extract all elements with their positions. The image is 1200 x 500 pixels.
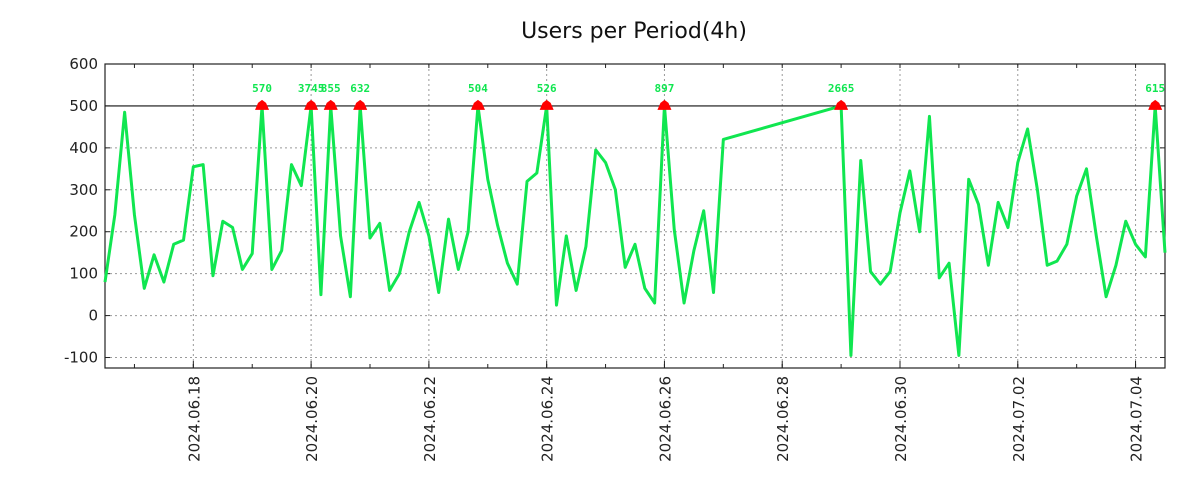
y-tick-label: 0: [88, 307, 98, 325]
y-tick-label: 300: [69, 181, 98, 199]
y-tick-label: 100: [69, 265, 98, 283]
peak-value-label: 855: [321, 82, 341, 95]
threshold-exceeded-marker: [323, 99, 338, 110]
y-tick-label: 400: [69, 139, 98, 157]
x-tick-label: 2024.06.22: [421, 376, 439, 462]
threshold-exceeded-marker: [539, 99, 554, 110]
peak-value-label: 615: [1145, 82, 1165, 95]
peak-value-label: 526: [537, 82, 557, 95]
x-tick-label: 2024.06.18: [185, 376, 203, 462]
threshold-exceeded-marker: [657, 99, 672, 110]
threshold-exceeded-marker: [470, 99, 485, 110]
x-tick-label: 2024.06.30: [892, 376, 910, 462]
threshold-exceeded-marker: [834, 99, 849, 110]
threshold-exceeded-marker: [255, 99, 270, 110]
y-tick-label: -100: [64, 349, 98, 367]
threshold-exceeded-marker: [304, 99, 319, 110]
peak-value-label: 897: [655, 82, 675, 95]
x-tick-label: 2024.06.26: [656, 376, 674, 462]
peak-value-label: 632: [350, 82, 370, 95]
threshold-exceeded-marker: [353, 99, 368, 110]
axes: -100 0 100 200 300 400 500 600 2024.06.18 2024.06…: [64, 55, 1166, 462]
x-tick-label: 2024.06.24: [539, 376, 557, 462]
x-tick-label: 2024.06.28: [774, 376, 792, 462]
y-tick-label: 600: [69, 55, 98, 73]
plot-frame: [104, 63, 1166, 369]
users-line: [103, 104, 1167, 357]
peak-value-label: 570: [252, 82, 272, 95]
x-tick-label: 2024.07.04: [1128, 376, 1146, 462]
peak-value-label: 504: [468, 82, 488, 95]
x-tick-label: 2024.06.20: [303, 376, 321, 462]
y-tick-label: 500: [69, 97, 98, 115]
threshold-exceeded-marker: [1148, 99, 1163, 110]
peak-value-label: 3745: [298, 82, 325, 95]
chart-title: Users per Period(4h): [521, 19, 747, 44]
series-users: [103, 104, 1167, 357]
x-tick-label: 2024.07.02: [1010, 376, 1028, 462]
peak-value-label: 2665: [828, 82, 855, 95]
y-tick-label: 200: [69, 223, 98, 241]
